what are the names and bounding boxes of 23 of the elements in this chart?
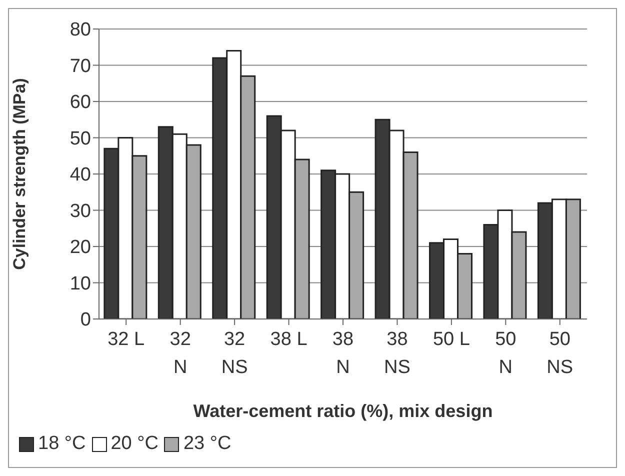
- y-tick-label: 0: [80, 310, 91, 331]
- y-tick-label: 70: [70, 56, 91, 77]
- x-tick-label: 32 NS: [221, 329, 248, 378]
- legend-label: 20 °C: [110, 433, 158, 455]
- y-tick-label: 80: [70, 20, 91, 41]
- x-axis-title: Water-cement ratio (%), mix design: [193, 401, 493, 421]
- y-tick-label: 30: [70, 200, 91, 222]
- x-tick-label: 32 L: [108, 329, 145, 350]
- legend-label: 18 °C: [38, 433, 86, 455]
- y-tick-label: 20: [70, 237, 91, 258]
- legend-label: 23 °C: [183, 433, 232, 455]
- x-tick-label: 38 L: [270, 329, 308, 350]
- x-tick-label: 50 L: [432, 329, 470, 350]
- x-tick-label: 50 N: [495, 329, 516, 378]
- y-axis-title: Cylinder strength (MPa): [10, 78, 30, 270]
- y-tick-label: 10: [70, 273, 91, 294]
- y-tick-label: 60: [70, 92, 91, 114]
- x-tick-label: 38 N: [332, 329, 354, 378]
- y-tick-label: 50: [70, 128, 91, 150]
- x-tick-label: 50 NS: [546, 329, 574, 378]
- y-tick-label: 40: [70, 164, 91, 186]
- x-tick-label: 38 NS: [384, 329, 410, 378]
- x-tick-label: 32 N: [170, 329, 191, 378]
